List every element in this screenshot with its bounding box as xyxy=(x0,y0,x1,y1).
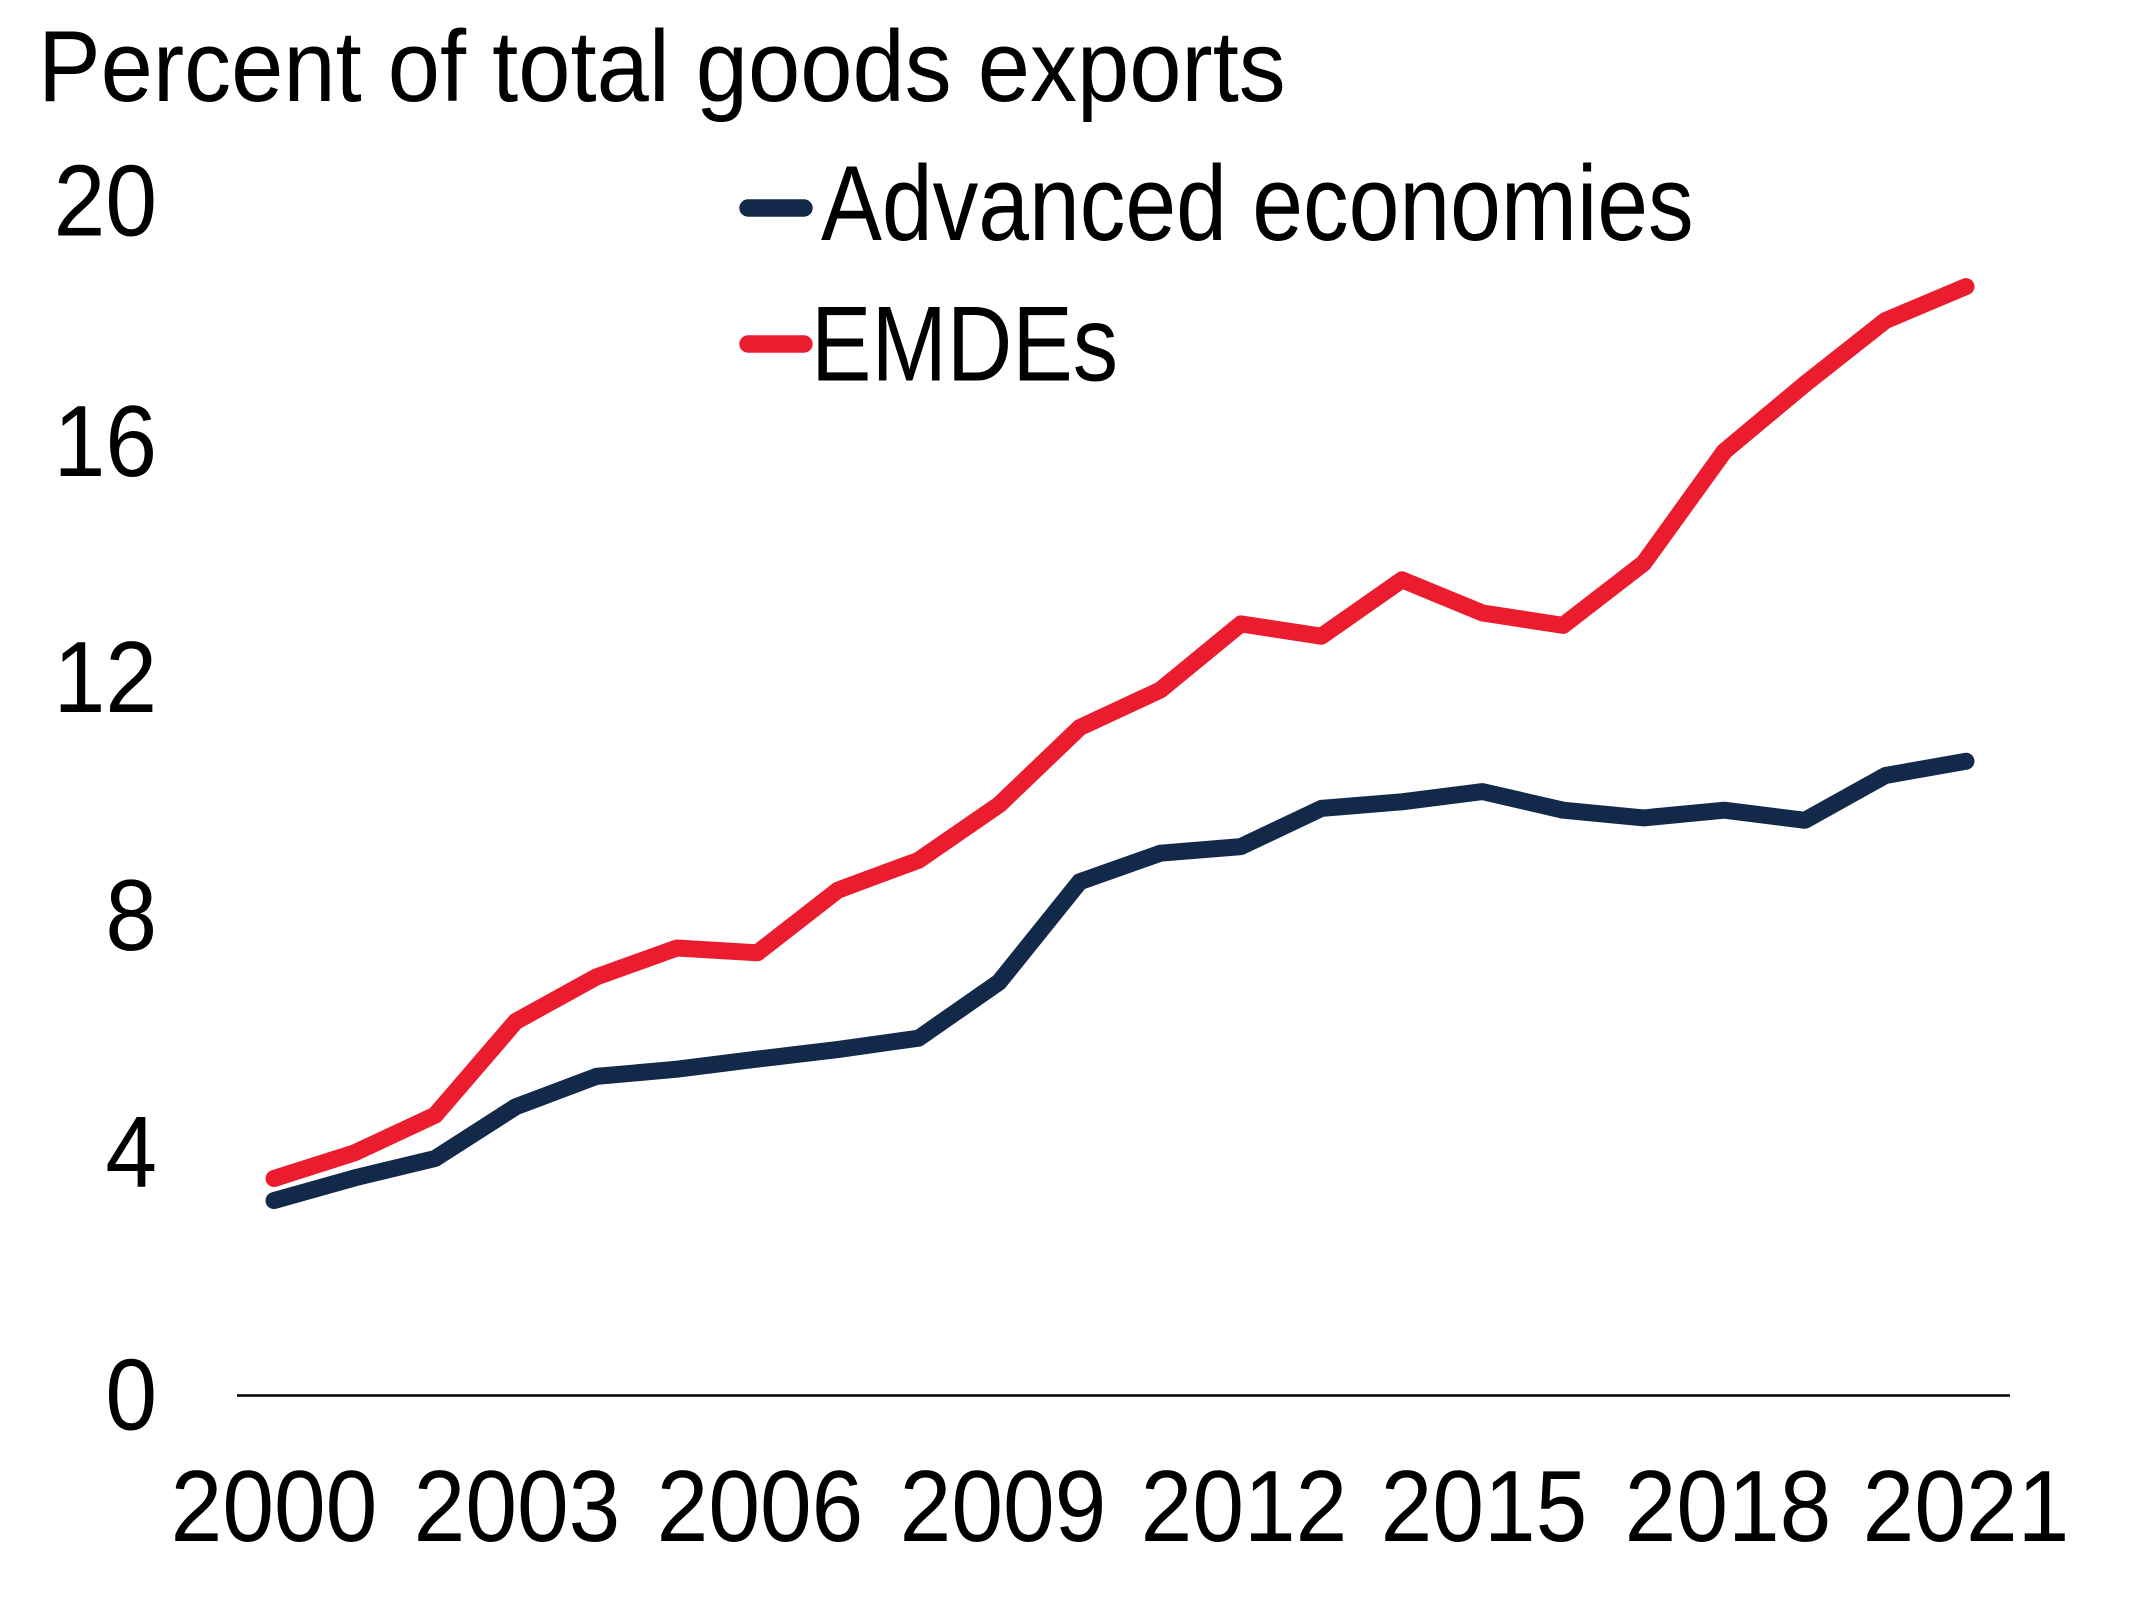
svg-text:4: 4 xyxy=(105,1095,157,1208)
svg-text:2009: 2009 xyxy=(900,1449,1107,1562)
svg-text:2000: 2000 xyxy=(171,1449,378,1562)
svg-text:2021: 2021 xyxy=(1863,1449,2070,1562)
svg-text:2012: 2012 xyxy=(1141,1449,1348,1562)
svg-text:Advanced economies: Advanced economies xyxy=(821,144,1694,263)
svg-text:EMDEs: EMDEs xyxy=(811,284,1118,404)
svg-text:0: 0 xyxy=(105,1338,157,1451)
svg-text:2006: 2006 xyxy=(657,1449,864,1562)
svg-text:20: 20 xyxy=(54,144,157,257)
svg-text:Percent of total goods exports: Percent of total goods exports xyxy=(38,10,1286,123)
svg-text:8: 8 xyxy=(105,858,157,971)
svg-text:2003: 2003 xyxy=(414,1449,621,1562)
svg-text:16: 16 xyxy=(54,384,157,497)
svg-text:2018: 2018 xyxy=(1625,1449,1832,1562)
svg-text:2015: 2015 xyxy=(1381,1449,1588,1562)
svg-text:12: 12 xyxy=(54,620,157,733)
